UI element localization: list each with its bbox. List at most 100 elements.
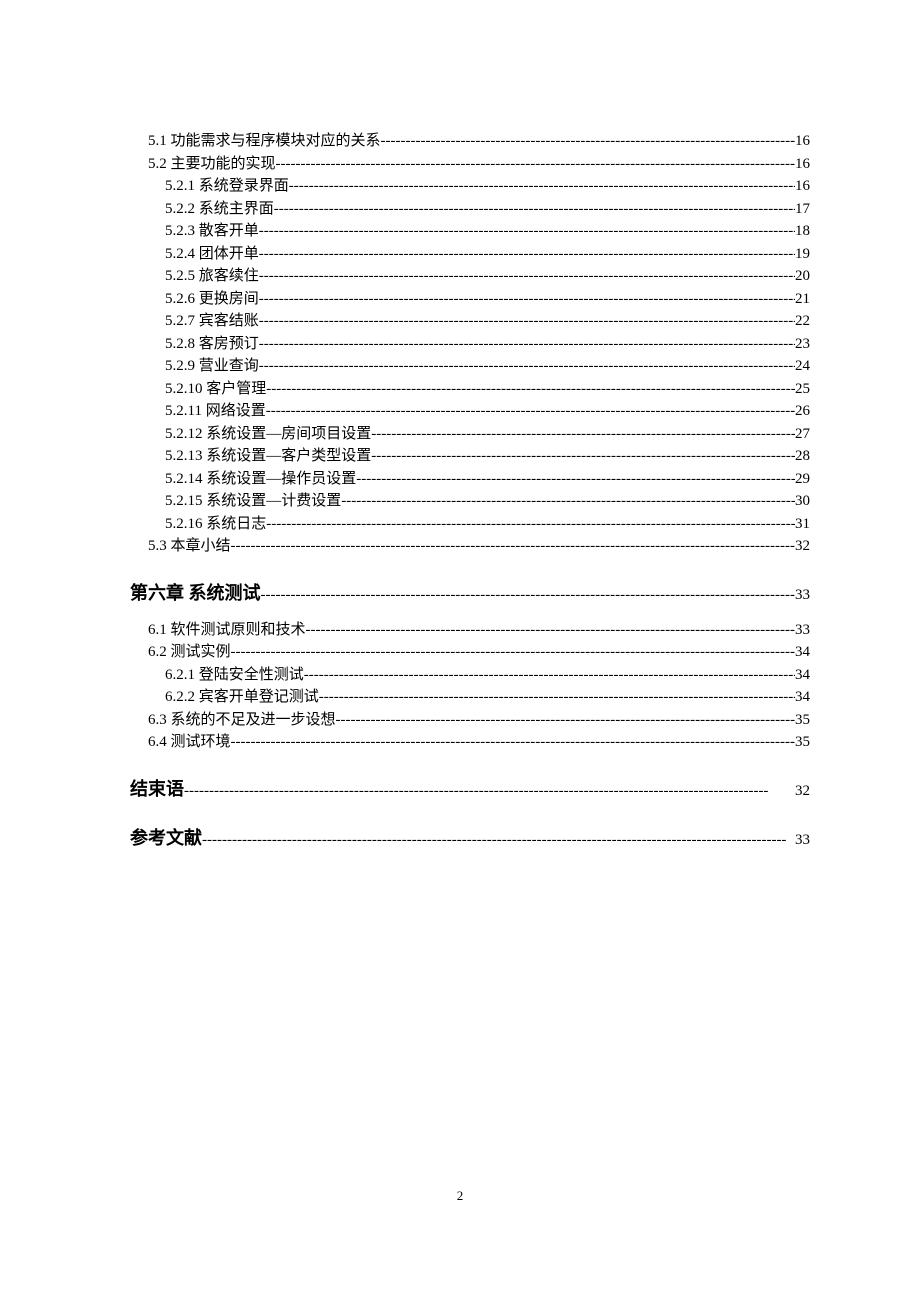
toc-entry: 5.2.10 客户管理25 xyxy=(110,378,810,401)
toc-entry: 5.3 本章小结 32 xyxy=(110,535,810,558)
toc-page-number: 32 xyxy=(795,535,810,558)
toc-entry: 5.2.6 更换房间 21 xyxy=(110,288,810,311)
toc-page-number: 33 xyxy=(795,619,810,642)
page-number: 2 xyxy=(0,1188,920,1204)
toc-label: 参考文献 xyxy=(130,825,202,852)
toc-label: 5.2.14 系统设置—操作员设置 xyxy=(165,468,356,491)
toc-leader-dashes xyxy=(266,400,795,423)
toc-label: 5.2.9 营业查询 xyxy=(165,355,259,378)
toc-label: 5.2.1 系统登录界面 xyxy=(165,175,289,198)
toc-page-number: 26 xyxy=(795,400,810,423)
toc-label: 5.2.16 系统日志 xyxy=(165,513,266,536)
toc-leader-dashes xyxy=(371,423,795,446)
toc-label: 6.2.1 登陆安全性测试 xyxy=(165,664,304,687)
toc-leader-dashes xyxy=(266,513,795,536)
toc-page-number: 29 xyxy=(795,468,810,491)
toc-label: 5.2.6 更换房间 xyxy=(165,288,259,311)
toc-leader-dashes xyxy=(259,220,795,243)
toc-label: 6.2 测试实例 xyxy=(148,641,231,664)
toc-label: 5.2.4 团体开单 xyxy=(165,243,259,266)
toc-page-number: 35 xyxy=(795,731,810,754)
toc-entry: 参考文献 33 xyxy=(110,825,810,852)
toc-page-number: 24 xyxy=(795,355,810,378)
toc-page-number: 28 xyxy=(795,445,810,468)
toc-entry: 第六章 系统测试 33 xyxy=(110,580,810,607)
toc-leader-dashes xyxy=(259,333,795,356)
toc-page-number: 20 xyxy=(795,265,810,288)
toc-label: 5.2.12 系统设置—房间项目设置 xyxy=(165,423,371,446)
toc-page-number: 17 xyxy=(795,198,810,221)
toc-entry: 6.4 测试环境 35 xyxy=(110,731,810,754)
toc-entry: 6.3 系统的不足及进一步设想 35 xyxy=(110,709,810,732)
toc-page-number: 16 xyxy=(795,130,810,153)
toc-leader-dashes xyxy=(184,780,795,803)
toc-entry: 6.2.1 登陆安全性测试 34 xyxy=(110,664,810,687)
toc-leader-dashes xyxy=(259,243,795,266)
toc-entry: 5.2.4 团体开单 19 xyxy=(110,243,810,266)
toc-label: 5.2.5 旅客续住 xyxy=(165,265,259,288)
toc-page-number: 32 xyxy=(795,780,810,803)
toc-label: 第六章 系统测试 xyxy=(130,580,261,607)
toc-leader-dashes xyxy=(261,584,796,607)
toc-page-number: 27 xyxy=(795,423,810,446)
toc-leader-dashes xyxy=(259,288,795,311)
toc-leader-dashes xyxy=(231,731,795,754)
toc-label: 5.2.13 系统设置—客户类型设置 xyxy=(165,445,371,468)
toc-entry: 5.2.15 系统设置—计费设置30 xyxy=(110,490,810,513)
toc-entry: 6.1 软件测试原则和技术 33 xyxy=(110,619,810,642)
toc-leader-dashes xyxy=(259,355,795,378)
toc-page-number: 23 xyxy=(795,333,810,356)
toc-entry: 6.2.2 宾客开单登记测试 34 xyxy=(110,686,810,709)
toc-leader-dashes xyxy=(304,664,795,687)
toc-label: 结束语 xyxy=(130,776,184,803)
toc-leader-dashes xyxy=(202,829,795,852)
toc-entry: 5.2.3 散客开单 18 xyxy=(110,220,810,243)
toc-entry: 5.2.11 网络设置 26 xyxy=(110,400,810,423)
toc-label: 6.2.2 宾客开单登记测试 xyxy=(165,686,319,709)
toc-label: 5.1 功能需求与程序模块对应的关系 xyxy=(148,130,381,153)
toc-entry: 5.2 主要功能的实现 16 xyxy=(110,153,810,176)
toc-page-number: 16 xyxy=(795,175,810,198)
toc-label: 5.2 主要功能的实现 xyxy=(148,153,276,176)
toc-entry: 5.2.1 系统登录界面 16 xyxy=(110,175,810,198)
toc-page-number: 19 xyxy=(795,243,810,266)
toc-leader-dashes xyxy=(341,490,795,513)
toc-page-number: 22 xyxy=(795,310,810,333)
toc-leader-dashes xyxy=(289,175,795,198)
toc-label: 5.2.10 客户管理 xyxy=(165,378,266,401)
toc-leader-dashes xyxy=(231,535,795,558)
toc-entry: 5.2.7 宾客结账22 xyxy=(110,310,810,333)
toc-leader-dashes xyxy=(266,378,795,401)
toc-label: 5.3 本章小结 xyxy=(148,535,231,558)
toc-page-number: 34 xyxy=(795,686,810,709)
toc-entry: 5.2.12 系统设置—房间项目设置 27 xyxy=(110,423,810,446)
toc-entry: 5.1 功能需求与程序模块对应的关系 16 xyxy=(110,130,810,153)
toc-page-number: 31 xyxy=(795,513,810,536)
toc-label: 5.2.11 网络设置 xyxy=(165,400,266,423)
toc-leader-dashes xyxy=(259,310,795,333)
toc-entry: 结束语 32 xyxy=(110,776,810,803)
toc-entry: 5.2.9 营业查询 24 xyxy=(110,355,810,378)
toc-label: 5.2.15 系统设置—计费设置 xyxy=(165,490,341,513)
toc-page-number: 33 xyxy=(795,829,810,852)
toc-entry: 5.2.2 系统主界面 17 xyxy=(110,198,810,221)
toc-page-number: 21 xyxy=(795,288,810,311)
toc-page-number: 34 xyxy=(795,664,810,687)
toc-leader-dashes xyxy=(336,709,795,732)
toc-leader-dashes xyxy=(274,198,795,221)
toc-label: 6.1 软件测试原则和技术 xyxy=(148,619,306,642)
toc-entry: 5.2.14 系统设置—操作员设置 29 xyxy=(110,468,810,491)
toc-page-number: 16 xyxy=(795,153,810,176)
toc-entry: 5.2.13 系统设置—客户类型设置 28 xyxy=(110,445,810,468)
toc-entry: 5.2.16 系统日志 31 xyxy=(110,513,810,536)
table-of-contents: 5.1 功能需求与程序模块对应的关系165.2 主要功能的实现165.2.1 系… xyxy=(110,130,810,852)
toc-label: 6.3 系统的不足及进一步设想 xyxy=(148,709,336,732)
toc-label: 5.2.3 散客开单 xyxy=(165,220,259,243)
toc-page-number: 33 xyxy=(795,584,810,607)
toc-leader-dashes xyxy=(231,641,795,664)
toc-page-number: 18 xyxy=(795,220,810,243)
toc-leader-dashes xyxy=(259,265,795,288)
toc-page-number: 34 xyxy=(795,641,810,664)
toc-leader-dashes xyxy=(319,686,795,709)
toc-leader-dashes xyxy=(356,468,795,491)
